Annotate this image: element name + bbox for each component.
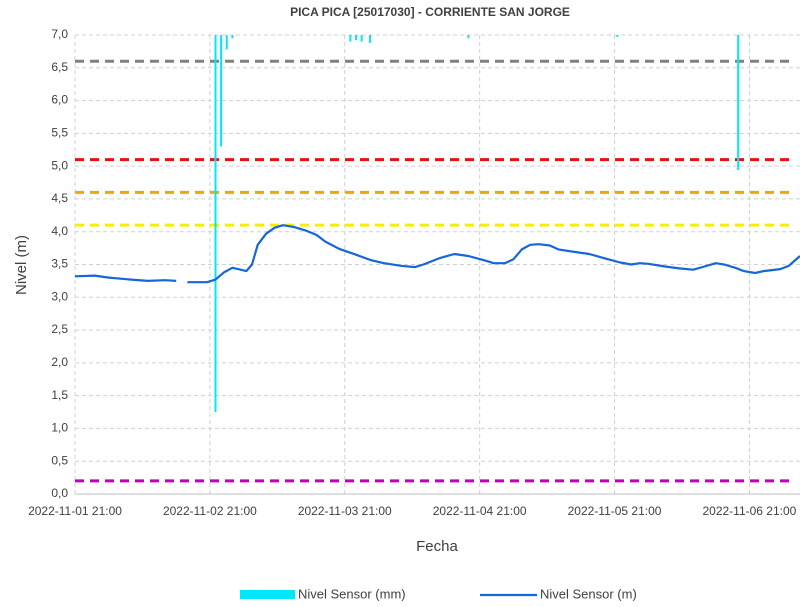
y-tick-label: 1,5 bbox=[51, 388, 68, 402]
bar bbox=[360, 35, 363, 42]
bar bbox=[231, 35, 234, 39]
y-tick-label: 4,0 bbox=[51, 224, 68, 238]
y-tick-label: 2,5 bbox=[51, 322, 68, 336]
x-tick-label: 2022-11-04 21:00 bbox=[433, 504, 527, 518]
y-tick-label: 2,0 bbox=[51, 355, 68, 369]
y-tick-label: 5,5 bbox=[51, 126, 68, 140]
x-axis-label: Fecha bbox=[416, 538, 458, 555]
bar bbox=[355, 35, 358, 41]
bar bbox=[225, 35, 228, 50]
chart-title: PICA PICA [25017030] - CORRIENTE SAN JOR… bbox=[290, 5, 570, 19]
y-tick-label: 6,5 bbox=[51, 60, 68, 74]
y-tick-label: 1,0 bbox=[51, 421, 68, 435]
x-tick-label: 2022-11-01 21:00 bbox=[28, 504, 122, 518]
bar bbox=[616, 35, 619, 37]
line-series bbox=[74, 224, 800, 284]
y-tick-label: 0,5 bbox=[51, 453, 68, 467]
x-tick-label: 2022-11-06 21:00 bbox=[702, 504, 796, 518]
legend-label: Nivel Sensor (m) bbox=[540, 586, 637, 601]
x-tick-label: 2022-11-05 21:00 bbox=[568, 504, 662, 518]
y-tick-label: 7,0 bbox=[51, 27, 68, 41]
legend-swatch bbox=[240, 590, 295, 599]
bar bbox=[220, 35, 223, 147]
bar bbox=[467, 35, 470, 39]
y-tick-label: 3,0 bbox=[51, 289, 68, 303]
bar bbox=[214, 35, 217, 413]
x-tick-label: 2022-11-02 21:00 bbox=[163, 504, 257, 518]
y-tick-label: 5,0 bbox=[51, 158, 68, 172]
bar bbox=[349, 35, 352, 42]
y-tick-label: 0,0 bbox=[51, 486, 68, 500]
y-tick-label: 6,0 bbox=[51, 93, 68, 107]
y-axis-label: Nivel (m) bbox=[13, 235, 30, 295]
bar bbox=[369, 35, 372, 43]
legend-label: Nivel Sensor (mm) bbox=[298, 586, 406, 601]
y-tick-label: 4,5 bbox=[51, 191, 68, 205]
x-tick-label: 2022-11-03 21:00 bbox=[298, 504, 392, 518]
y-tick-label: 3,5 bbox=[51, 257, 68, 271]
bar bbox=[737, 35, 740, 171]
